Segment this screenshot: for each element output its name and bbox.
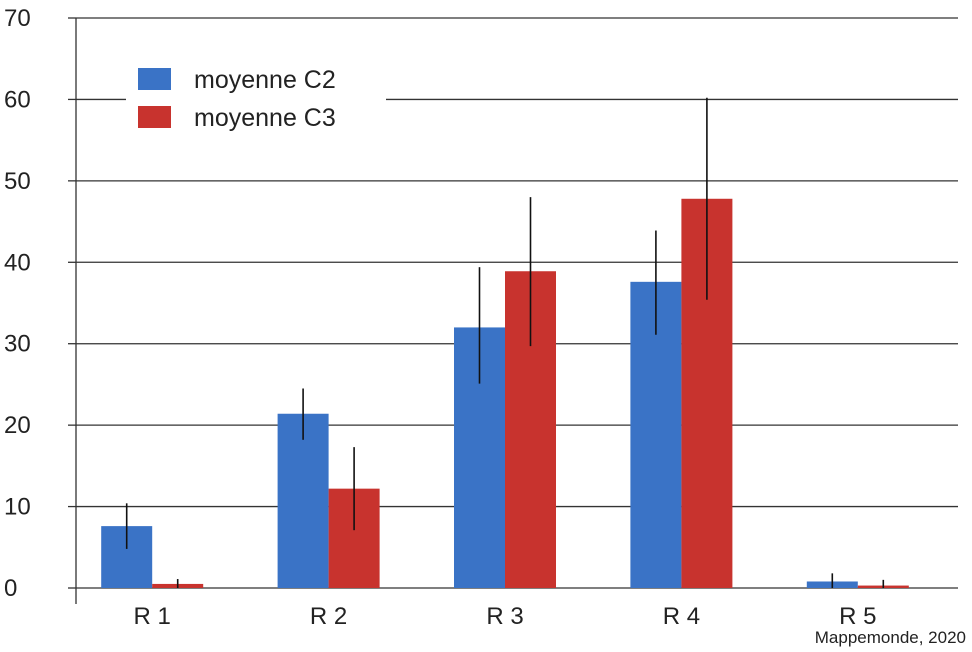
y-tick-label-30: 30 [4, 331, 31, 358]
x-tick-label-r4: R 4 [663, 603, 700, 630]
y-tick-label-40: 40 [4, 249, 31, 276]
y-tick-label-20: 20 [4, 412, 31, 439]
y-tick-label-10: 10 [4, 494, 31, 521]
legend-swatch-c3 [138, 106, 171, 128]
bars [101, 198, 909, 588]
y-tick-label-70: 70 [4, 5, 31, 32]
y-tick-label-0: 0 [4, 575, 17, 602]
x-tick-label-r1: R 1 [134, 603, 171, 630]
x-axis-labels: R 1 R 2 R 3 R 4 R 5 [134, 603, 877, 630]
y-tick-label-60: 60 [4, 86, 31, 113]
y-axis: 0 10 20 30 40 50 60 70 [4, 5, 77, 604]
x-tick-label-r2: R 2 [310, 603, 347, 630]
legend-label-c2: moyenne C2 [194, 66, 336, 94]
legend-swatch-c2 [138, 68, 171, 90]
credit-annotation: Mappemonde, 2020 [815, 628, 966, 647]
y-tick-label-50: 50 [4, 168, 31, 195]
legend: moyenne C2 moyenne C3 [126, 66, 386, 142]
bar-c2-r2 [277, 413, 329, 588]
x-tick-label-r3: R 3 [486, 603, 523, 630]
x-tick-label-r5: R 5 [839, 603, 876, 630]
legend-label-c3: moyenne C3 [194, 104, 336, 132]
error-bars [125, 97, 885, 588]
